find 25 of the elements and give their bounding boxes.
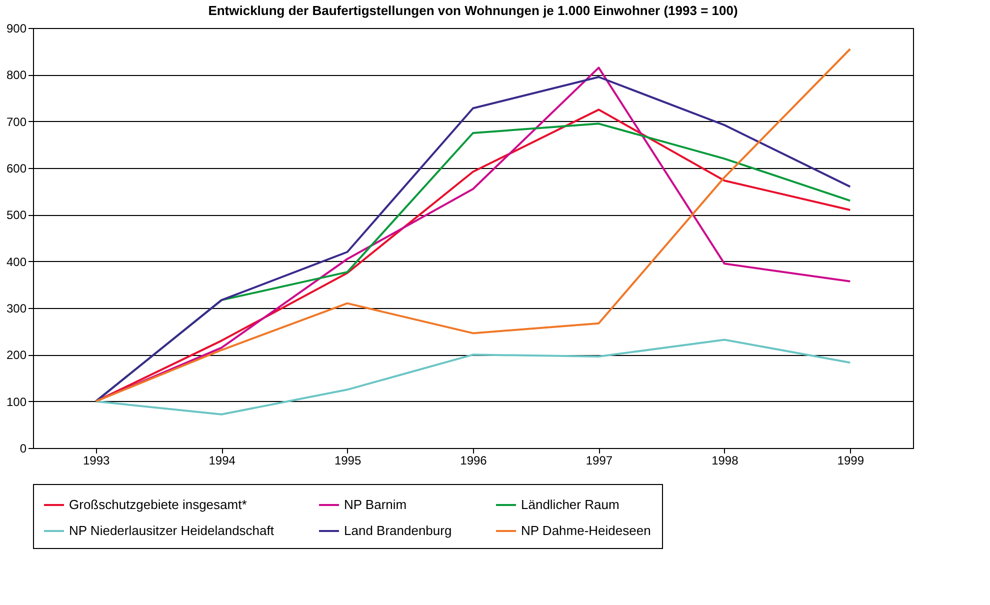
- chart-title: Entwicklung der Baufertigstellungen von Wohnungen je 1.000 Einwohner (1993 = 100): [208, 3, 738, 18]
- y-tick-label: 800: [6, 68, 27, 82]
- x-tick-label: 1994: [208, 454, 236, 468]
- x-tick-label: 1998: [712, 454, 739, 468]
- y-tick-label: 700: [6, 114, 27, 129]
- y-tick-label: 600: [6, 162, 27, 176]
- legend-label: NP Dahme-Heideseen: [521, 523, 651, 538]
- y-tick-label: 500: [6, 208, 27, 222]
- legend-label: NP Niederlausitzer Heidelandschaft: [69, 523, 274, 538]
- y-tick-label: 300: [6, 302, 27, 316]
- x-tick-label: 1993: [83, 454, 110, 468]
- y-tick-label: 900: [6, 22, 27, 36]
- x-tick-label: 1997: [586, 454, 613, 468]
- x-tick-label: 1996: [460, 454, 488, 468]
- y-tick-label: 200: [6, 348, 27, 362]
- legend-label: Ländlicher Raum: [521, 497, 620, 512]
- legend-label: Großschutzgebiete insgesamt*: [69, 497, 247, 512]
- legend-label: NP Barnim: [344, 497, 407, 512]
- y-tick-label: 400: [6, 254, 27, 269]
- y-tick-label: 0: [20, 442, 27, 456]
- x-tick-label: 1999: [837, 454, 864, 468]
- line-series: [94, 338, 852, 416]
- y-tick-label: 100: [6, 394, 27, 409]
- legend-label: Land Brandenburg: [344, 523, 452, 538]
- x-tick-label: 1995: [334, 454, 362, 468]
